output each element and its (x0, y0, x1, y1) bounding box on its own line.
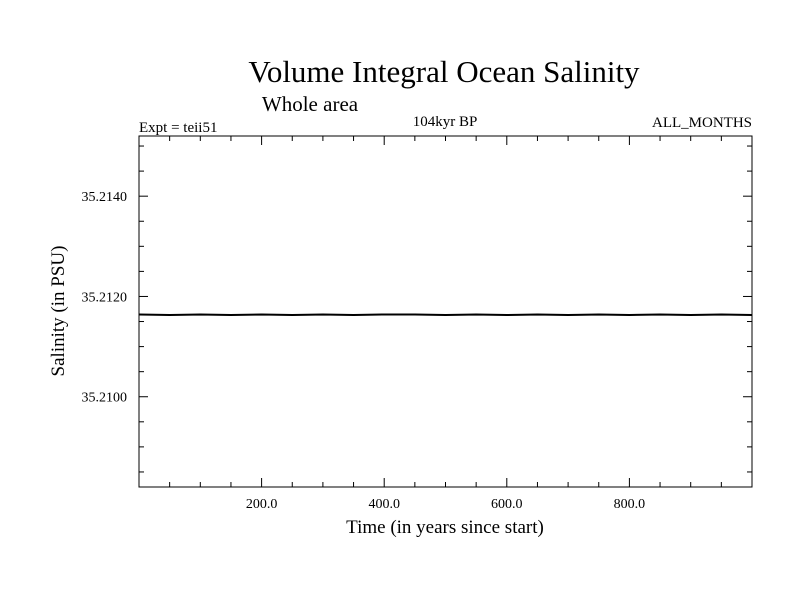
plot-area (138, 135, 753, 488)
salinity-series-line (138, 313, 753, 316)
y-axis-label: Salinity (in PSU) (48, 246, 69, 377)
y-tick-label: 35.2100 (82, 391, 128, 406)
x-tick-label: 200.0 (246, 497, 278, 512)
x-tick-label: 600.0 (491, 497, 523, 512)
x-tick-label: 400.0 (368, 497, 400, 512)
chart-subtitle: Whole area (262, 92, 359, 116)
period-label: 104kyr BP (413, 114, 478, 130)
experiment-label: Expt = teii51 (139, 120, 217, 136)
chart-title: Volume Integral Ocean Salinity (248, 54, 640, 89)
axis-ticks: 200.0 400.0 600.0 800.0 35.2140 35.2120 35.210… (82, 136, 752, 512)
months-label: ALL_MONTHS (652, 115, 752, 131)
x-axis-label: Time (in years since start) (346, 517, 544, 538)
series-group (138, 313, 753, 316)
x-tick-label: 800.0 (614, 497, 646, 512)
y-tick-label: 35.2140 (82, 190, 128, 205)
y-tick-label: 35.2120 (82, 290, 128, 305)
